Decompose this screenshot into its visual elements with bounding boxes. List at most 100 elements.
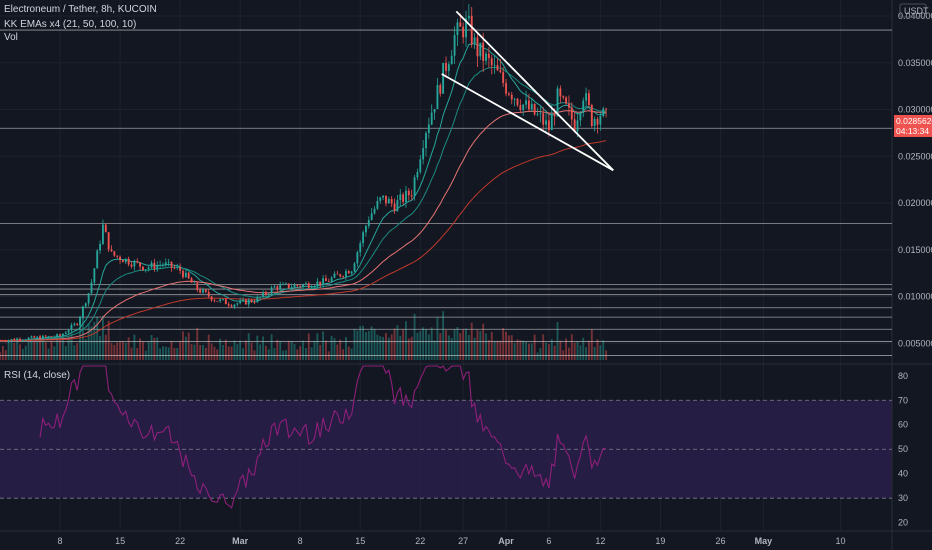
currency-label: USDT	[904, 6, 929, 16]
candle	[324, 274, 327, 282]
volume-bar	[139, 338, 142, 360]
candle	[27, 337, 30, 340]
candle	[302, 283, 304, 289]
candle	[130, 261, 133, 269]
volume-bar	[73, 345, 76, 360]
candle	[513, 97, 516, 107]
candle	[402, 192, 405, 205]
volume-bars	[0, 311, 608, 360]
price-tick-label: 0.0050000	[898, 338, 932, 348]
candle-body	[173, 267, 176, 269]
volume-bar	[176, 347, 179, 360]
volume-bar	[499, 340, 502, 360]
volume-bar	[36, 340, 39, 360]
candle-body	[270, 287, 273, 294]
candle-body	[353, 263, 356, 272]
candle	[222, 298, 224, 301]
candle-body	[144, 269, 147, 271]
volume-bar	[304, 347, 307, 360]
volume-bar	[230, 346, 233, 360]
rsi-axis: 80 70 60 50 40 30 20	[898, 371, 908, 528]
candle-body	[324, 278, 327, 282]
trend-line	[441, 73, 614, 172]
candle-body	[479, 42, 482, 57]
candle-body	[499, 70, 502, 73]
candle-body	[605, 108, 608, 110]
candle-body	[7, 340, 10, 342]
candle-body	[4, 341, 7, 342]
volume-bar	[436, 317, 439, 360]
candle-body	[527, 100, 530, 110]
candle-body	[593, 118, 596, 127]
volume-bar	[596, 339, 599, 360]
volume-bar	[81, 312, 84, 360]
candle-body	[322, 278, 324, 285]
volume-bar	[447, 335, 450, 360]
volume-bar	[479, 331, 482, 360]
candle	[436, 78, 439, 110]
candle-body	[493, 64, 496, 66]
candle-body	[307, 283, 310, 288]
volume-bar	[204, 347, 207, 360]
candle	[250, 298, 253, 303]
candle-body	[407, 190, 410, 196]
volume-bar	[542, 334, 545, 360]
candle	[579, 111, 582, 127]
candle-body	[227, 304, 230, 306]
candle	[502, 67, 505, 87]
volume-bar	[287, 340, 290, 360]
candle-body	[142, 266, 144, 271]
candle-body	[422, 148, 425, 160]
candle	[327, 278, 330, 282]
candle	[153, 258, 156, 272]
volume-bar	[296, 349, 299, 360]
candle-body	[456, 22, 459, 36]
candle-body	[542, 113, 545, 125]
price-tick-label: 0.0250000	[898, 151, 932, 161]
candle-body	[387, 199, 390, 204]
volume-bar	[324, 340, 327, 360]
candle-body	[467, 15, 470, 19]
candle-body	[559, 88, 562, 97]
volume-bar	[219, 338, 222, 360]
volume-bar	[453, 329, 456, 360]
volume-bar	[442, 311, 445, 360]
volume-bar	[539, 348, 542, 360]
candle	[210, 295, 213, 302]
candle-body	[279, 284, 282, 290]
volume-bar	[116, 342, 119, 360]
candle	[136, 258, 139, 264]
candle-body	[442, 62, 445, 94]
volume-bar	[582, 337, 585, 360]
candle-body	[50, 336, 53, 337]
candle	[219, 297, 222, 303]
volume-bar	[330, 335, 333, 360]
candle	[450, 49, 453, 65]
volume-bar	[473, 337, 476, 360]
candle	[207, 288, 210, 299]
candle-body	[139, 262, 142, 267]
candle	[167, 258, 170, 267]
candle-body	[242, 299, 244, 301]
volume-bar	[545, 342, 547, 360]
volume-bar	[302, 340, 304, 360]
candle	[230, 303, 233, 308]
candle-body	[59, 334, 61, 336]
candle-body	[273, 286, 276, 288]
volume-bar	[553, 345, 556, 360]
candle-body	[562, 96, 565, 98]
candle-body	[210, 296, 213, 301]
candle	[536, 107, 539, 117]
volume-bar	[122, 341, 124, 360]
candle-body	[410, 195, 413, 197]
candle	[264, 290, 267, 297]
volume-bar	[142, 341, 144, 360]
candle	[356, 250, 359, 268]
candle	[96, 249, 99, 269]
candle	[527, 94, 530, 111]
candle-body	[247, 299, 250, 305]
volume-bar	[439, 333, 442, 360]
volume-bar	[510, 335, 513, 360]
volume-bar	[459, 333, 462, 360]
